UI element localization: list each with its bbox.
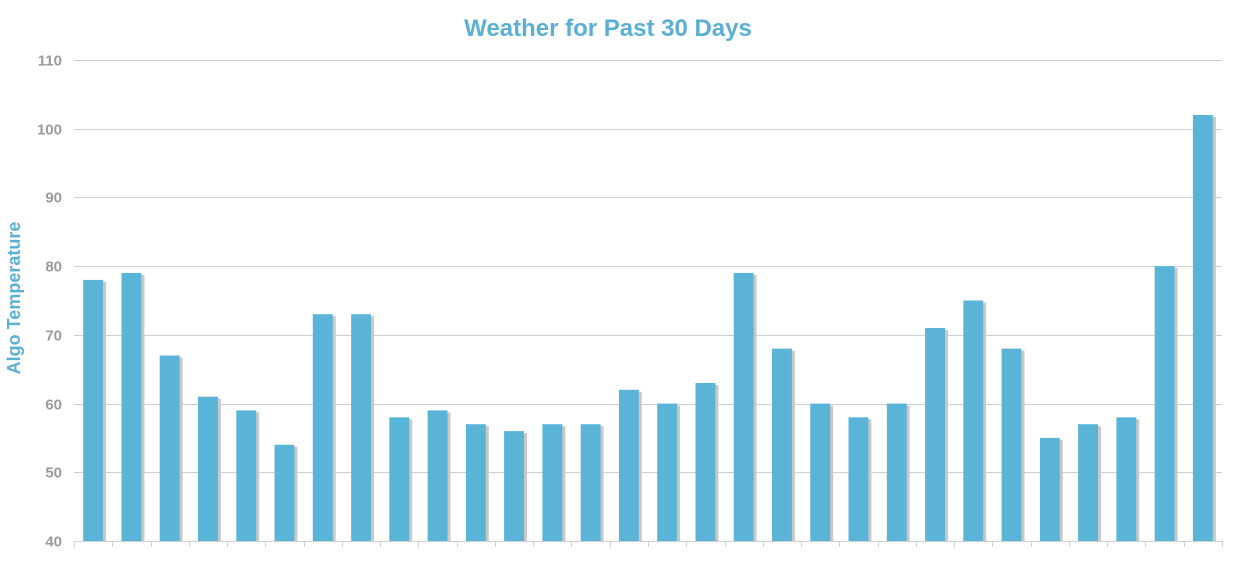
bar-25 xyxy=(1001,348,1022,541)
y-tick-label: 80 xyxy=(45,259,62,276)
bar-9 xyxy=(389,417,410,541)
bar-16 xyxy=(657,403,678,541)
bar-10 xyxy=(427,410,448,541)
bar-28 xyxy=(1116,417,1137,541)
bar-12 xyxy=(504,431,524,541)
bar-5 xyxy=(236,410,257,541)
bar-19 xyxy=(772,348,792,541)
bars xyxy=(83,115,1216,541)
y-axis-label: Algo Temperature xyxy=(4,222,24,375)
bar-18 xyxy=(733,273,754,541)
bar-27 xyxy=(1078,424,1098,541)
chart-title: Weather for Past 30 Days xyxy=(464,15,752,42)
bar-21 xyxy=(848,417,869,541)
grid-lines xyxy=(74,60,1222,473)
bar-6 xyxy=(274,444,295,541)
y-tick-label: 90 xyxy=(45,190,62,207)
bar-29 xyxy=(1154,266,1175,541)
bar-2 xyxy=(121,273,142,541)
bar-8 xyxy=(351,314,371,541)
bar-26 xyxy=(1039,437,1060,541)
bar-3 xyxy=(159,355,180,541)
bar-22 xyxy=(886,403,907,541)
bar-15 xyxy=(618,389,639,541)
bar-30 xyxy=(1192,115,1213,541)
bar-1 xyxy=(83,279,104,541)
bar-13 xyxy=(542,424,563,541)
bar-17 xyxy=(695,383,716,541)
bar-14 xyxy=(580,424,601,541)
y-tick-label: 70 xyxy=(45,328,62,345)
y-tick-label: 40 xyxy=(45,534,62,551)
y-tick-label: 60 xyxy=(45,397,62,414)
bar-24 xyxy=(963,300,984,541)
bar-7 xyxy=(312,314,333,541)
bar-20 xyxy=(810,403,831,541)
y-tick-label: 50 xyxy=(45,465,62,482)
y-tick-label: 100 xyxy=(37,122,62,139)
bar-4 xyxy=(198,396,218,541)
y-axis-ticks: 40 50 60 70 80 90 100 110 xyxy=(37,53,62,551)
bar-23 xyxy=(925,328,945,541)
x-axis xyxy=(74,541,1223,547)
y-tick-label: 110 xyxy=(38,53,62,70)
bar-11 xyxy=(465,424,486,541)
